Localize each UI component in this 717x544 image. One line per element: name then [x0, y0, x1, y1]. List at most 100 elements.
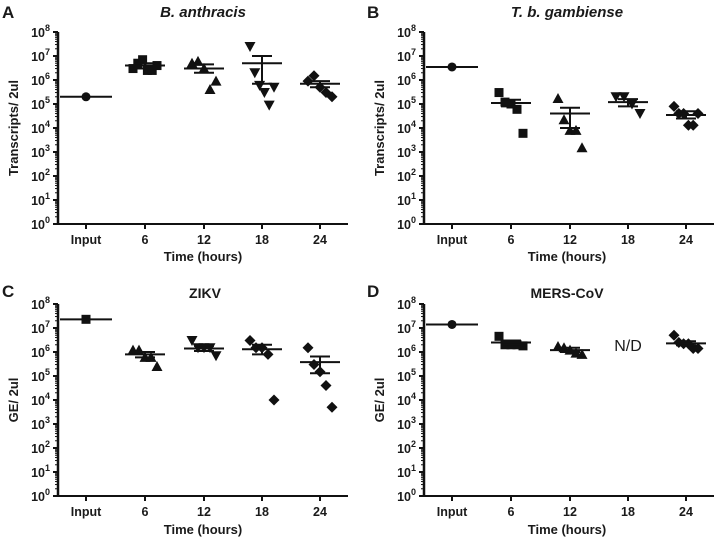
y-tick-exponent: 7: [411, 319, 416, 329]
y-tick-base: 10: [31, 50, 45, 64]
y-tick-label: 102: [397, 439, 416, 456]
data-point-triangle-down: [244, 41, 256, 52]
y-tick-exponent: 8: [411, 295, 416, 305]
data-point-triangle-down: [186, 336, 198, 347]
data-group: [426, 62, 478, 72]
x-tick-label: 12: [563, 505, 577, 519]
data-point-diamond: [687, 119, 699, 131]
y-tick-label: 103: [397, 143, 416, 160]
data-point-triangle-down: [634, 109, 646, 120]
y-tick-base: 10: [397, 346, 411, 360]
data-point-square: [142, 65, 152, 75]
data-point-diamond: [302, 342, 314, 354]
data-point-square: [512, 104, 522, 114]
y-tick-exponent: 4: [411, 391, 416, 401]
not-detected-annotation: N/D: [614, 338, 642, 355]
data-point-diamond: [668, 100, 680, 112]
y-tick-exponent: 3: [45, 415, 50, 425]
y-axis-label: GE/ 2ul: [372, 378, 387, 423]
data-point-diamond: [308, 359, 320, 371]
data-point-triangle-down: [249, 68, 261, 79]
data-point-square: [518, 341, 528, 351]
y-tick-exponent: 4: [411, 119, 416, 129]
data-point-diamond: [244, 335, 256, 347]
x-tick-label: 18: [255, 233, 269, 247]
y-tick-exponent: 0: [45, 487, 50, 497]
x-axis-label: Time (hours): [164, 249, 243, 264]
y-tick-label: 108: [397, 23, 416, 40]
y-tick-base: 10: [31, 122, 45, 136]
data-point-triangle-up: [210, 75, 222, 86]
data-group: [242, 41, 282, 111]
data-point-triangle-down: [258, 88, 270, 99]
data-point-triangle-up: [552, 92, 564, 103]
y-tick-exponent: 5: [45, 95, 50, 105]
x-tick-label: Input: [437, 233, 468, 247]
y-tick-base: 10: [397, 146, 411, 160]
data-group: [666, 329, 706, 354]
x-tick-label: Input: [71, 233, 102, 247]
y-tick-exponent: 1: [45, 463, 50, 473]
y-tick-exponent: 1: [411, 191, 416, 201]
x-tick-label: 12: [197, 233, 211, 247]
x-tick-label: 6: [142, 233, 149, 247]
data-point-triangle-down: [610, 92, 622, 103]
y-tick-label: 102: [31, 439, 50, 456]
panel-a: A B. anthracis Transcripts/ 2ul Time (ho…: [2, 3, 348, 264]
panel-title: ZIKV: [189, 285, 222, 301]
y-tick-base: 10: [31, 322, 45, 336]
y-tick-label: 102: [397, 167, 416, 184]
data-point-triangle-down: [263, 100, 275, 111]
y-tick-exponent: 6: [411, 71, 416, 81]
y-tick-exponent: 3: [45, 143, 50, 153]
y-tick-exponent: 8: [45, 23, 50, 33]
y-tick-label: 104: [397, 119, 416, 136]
y-tick-exponent: 0: [45, 215, 50, 225]
y-tick-exponent: 8: [45, 295, 50, 305]
y-tick-exponent: 5: [411, 367, 416, 377]
y-tick-label: 106: [31, 71, 50, 88]
data-point-triangle-up: [570, 124, 582, 135]
y-tick-base: 10: [397, 122, 411, 136]
y-tick-label: 108: [397, 295, 416, 312]
data-group: [184, 55, 224, 95]
data-group: [666, 100, 706, 131]
y-tick-exponent: 7: [45, 47, 50, 57]
y-tick-exponent: 2: [411, 167, 416, 177]
data-group: [125, 344, 165, 371]
y-tick-base: 10: [397, 322, 411, 336]
data-group: [491, 331, 531, 351]
y-tick-exponent: 0: [411, 487, 416, 497]
data-point-triangle-up: [576, 348, 588, 359]
x-axis-label: Time (hours): [164, 522, 243, 537]
x-tick-label: Input: [437, 505, 468, 519]
x-tick-label: 12: [563, 233, 577, 247]
y-tick-exponent: 4: [45, 391, 50, 401]
y-tick-exponent: 2: [45, 167, 50, 177]
data-point-diamond: [308, 70, 320, 82]
y-tick-base: 10: [31, 370, 45, 384]
y-tick-label: 100: [31, 487, 50, 504]
y-tick-exponent: 0: [411, 215, 416, 225]
y-tick-base: 10: [31, 218, 45, 232]
y-tick-label: 106: [31, 343, 50, 360]
x-axis-label: Time (hours): [528, 522, 607, 537]
y-tick-base: 10: [397, 418, 411, 432]
data-group: [550, 92, 590, 153]
y-tick-label: 102: [31, 167, 50, 184]
y-axis-label: GE/ 2ul: [6, 378, 21, 423]
x-tick-label: 24: [679, 505, 693, 519]
y-tick-label: 101: [31, 463, 50, 480]
y-tick-label: 101: [31, 191, 50, 208]
y-tick-label: 103: [31, 415, 50, 432]
y-tick-base: 10: [31, 74, 45, 88]
data-point-diamond: [268, 394, 280, 406]
data-group: [60, 314, 112, 324]
data-group: [300, 70, 340, 103]
data-point-triangle-down: [618, 92, 630, 103]
data-group: [608, 92, 648, 120]
y-tick-exponent: 1: [411, 463, 416, 473]
y-tick-exponent: 6: [411, 343, 416, 353]
data-point-square: [147, 65, 157, 75]
